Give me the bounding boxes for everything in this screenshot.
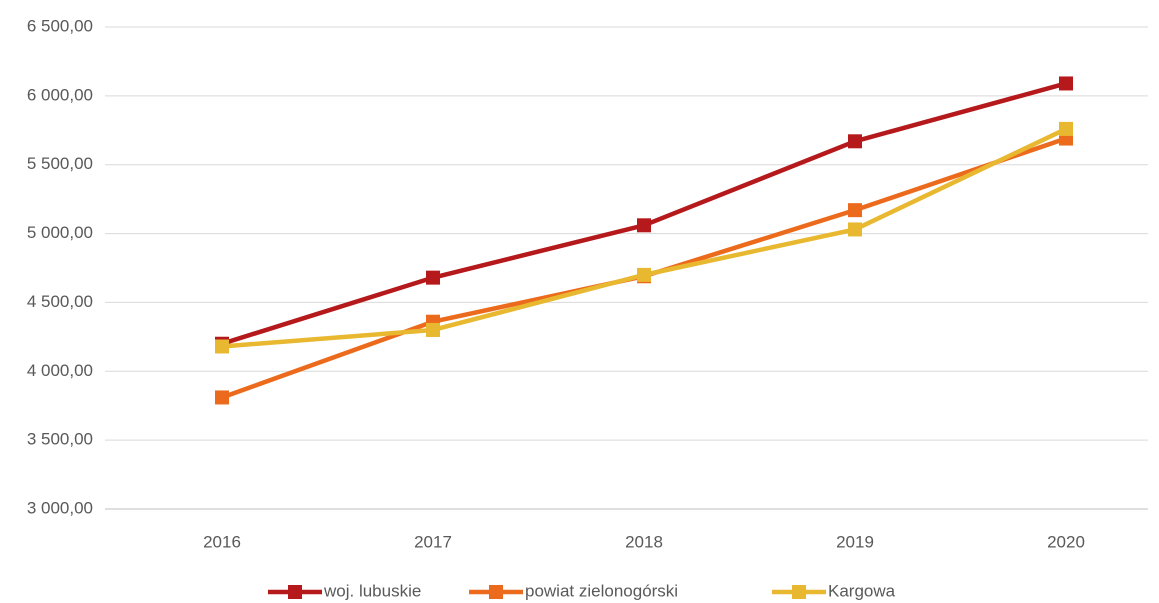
marker bbox=[215, 339, 229, 354]
y-tick-label: 3 500,00 bbox=[27, 430, 93, 449]
legend-label: powiat zielonogórski bbox=[525, 581, 678, 600]
x-tick-label: 2018 bbox=[625, 532, 663, 551]
y-tick-label: 6 000,00 bbox=[27, 85, 93, 104]
marker bbox=[848, 203, 862, 218]
marker bbox=[637, 218, 651, 233]
legend-label: Kargowa bbox=[828, 581, 896, 600]
marker bbox=[215, 390, 229, 405]
legend-marker bbox=[792, 585, 806, 599]
legend-label: woj. lubuskie bbox=[323, 581, 421, 600]
legend-marker bbox=[489, 585, 503, 599]
y-tick-label: 5 000,00 bbox=[27, 223, 93, 242]
series-line bbox=[221, 81, 1067, 346]
x-tick-label: 2017 bbox=[414, 532, 452, 551]
y-tick-label: 4 000,00 bbox=[27, 361, 93, 380]
x-tick-label: 2019 bbox=[836, 532, 874, 551]
y-tick-label: 5 500,00 bbox=[27, 154, 93, 173]
marker bbox=[637, 267, 651, 282]
marker bbox=[426, 322, 440, 337]
y-tick-label: 4 500,00 bbox=[27, 292, 93, 311]
legend-marker bbox=[288, 585, 302, 599]
y-tick-label: 6 500,00 bbox=[27, 16, 93, 35]
marker bbox=[1059, 76, 1073, 91]
marker bbox=[1059, 121, 1073, 136]
x-tick-label: 2016 bbox=[203, 532, 241, 551]
y-tick-label: 3 000,00 bbox=[27, 498, 93, 517]
marker bbox=[426, 270, 440, 285]
series-line bbox=[221, 126, 1067, 349]
x-tick-label: 2020 bbox=[1047, 532, 1085, 551]
marker bbox=[848, 222, 862, 237]
marker bbox=[848, 134, 862, 149]
